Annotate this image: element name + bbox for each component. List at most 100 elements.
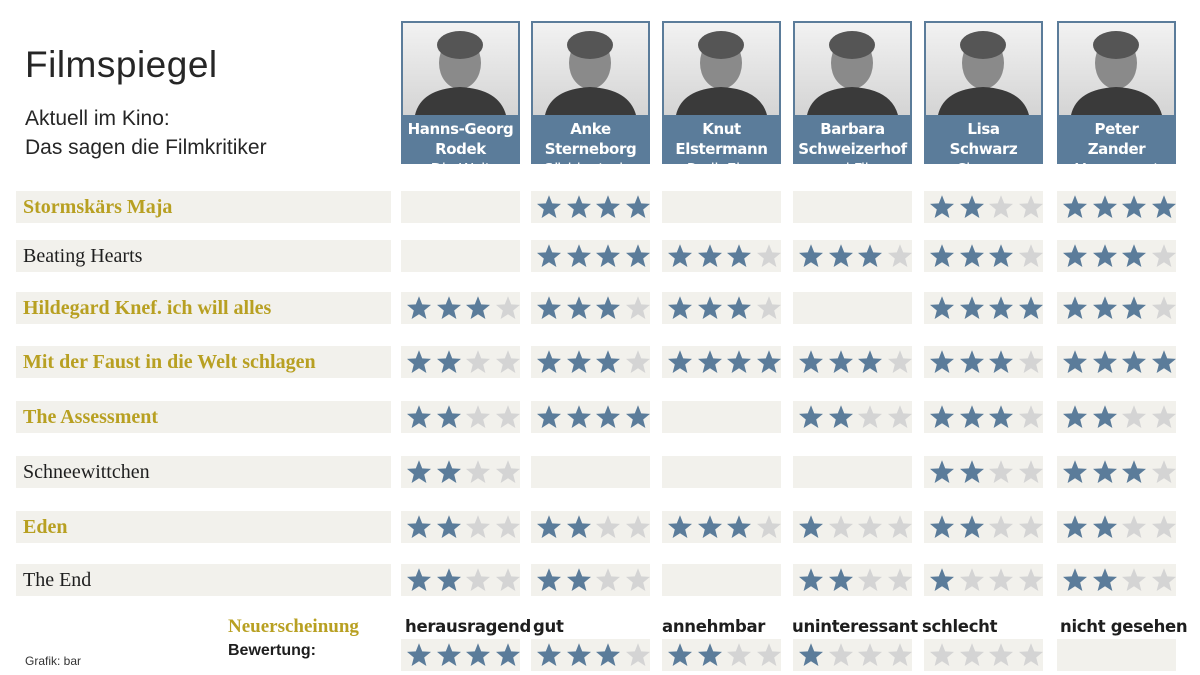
star-filled-icon: [928, 348, 956, 376]
star-rating: [928, 458, 1046, 486]
rating-cell: [924, 456, 1043, 488]
critic-name-block: Knut Elstermann RadioEins: [662, 119, 781, 179]
star-filled-icon: [958, 193, 986, 221]
star-filled-icon: [725, 242, 753, 270]
star-filled-icon: [1061, 242, 1089, 270]
star-rating: [405, 641, 523, 669]
star-rating: [405, 294, 523, 322]
star-filled-icon: [535, 641, 563, 669]
rating-cell: [1057, 456, 1176, 488]
star-rating: [1061, 348, 1179, 376]
legend-scale-label: schlecht: [922, 617, 998, 636]
critic-outlet: RadioEins: [686, 160, 757, 178]
star-empty-icon: [755, 513, 783, 541]
star-filled-icon: [435, 641, 463, 669]
star-rating: [928, 193, 1046, 221]
star-rating: [797, 348, 915, 376]
critic-last-name: Rodek: [435, 140, 486, 158]
star-rating: [797, 641, 915, 669]
star-filled-icon: [797, 403, 825, 431]
star-filled-icon: [987, 403, 1015, 431]
star-rating: [535, 242, 653, 270]
star-filled-icon: [797, 641, 825, 669]
star-filled-icon: [535, 566, 563, 594]
star-filled-icon: [1091, 193, 1119, 221]
critic-last-name: Schwarz: [949, 140, 1018, 158]
star-filled-icon: [535, 242, 563, 270]
star-empty-icon: [755, 641, 783, 669]
star-empty-icon: [1017, 348, 1045, 376]
rating-cell: [793, 346, 912, 378]
star-empty-icon: [1150, 242, 1178, 270]
star-filled-icon: [565, 193, 593, 221]
critic-name-block: Lisa Schwarz Cinema: [924, 119, 1043, 179]
star-filled-icon: [1061, 193, 1089, 221]
critic-header: Lisa Schwarz Cinema: [924, 21, 1043, 178]
star-filled-icon: [1061, 458, 1089, 486]
star-filled-icon: [535, 348, 563, 376]
star-rating: [1061, 403, 1179, 431]
star-empty-icon: [1120, 566, 1148, 594]
star-filled-icon: [565, 403, 593, 431]
critic-first-name: Anke: [570, 120, 611, 138]
star-empty-icon: [1017, 403, 1045, 431]
critic-photo: [533, 23, 648, 115]
subtitle-line-2: Das sagen die Filmkritiker: [25, 136, 267, 159]
star-filled-icon: [696, 513, 724, 541]
star-empty-icon: [886, 513, 914, 541]
rating-cell: [1057, 346, 1176, 378]
critic-first-name: Peter: [1094, 120, 1139, 138]
star-empty-icon: [856, 641, 884, 669]
star-empty-icon: [464, 348, 492, 376]
star-filled-icon: [1061, 403, 1089, 431]
star-filled-icon: [797, 348, 825, 376]
rating-cell: [401, 456, 520, 488]
legend-scale-cell: [793, 639, 912, 671]
star-filled-icon: [827, 348, 855, 376]
star-filled-icon: [797, 242, 825, 270]
legend-new-release-label: Neuerscheinung: [228, 616, 359, 637]
rating-cell-empty: [662, 564, 781, 596]
star-filled-icon: [435, 458, 463, 486]
rating-cell: [531, 240, 650, 272]
star-empty-icon: [886, 403, 914, 431]
rating-cell: [924, 401, 1043, 433]
star-rating: [535, 403, 653, 431]
star-filled-icon: [535, 403, 563, 431]
star-empty-icon: [1120, 403, 1148, 431]
critic-photo: [926, 23, 1041, 115]
star-filled-icon: [565, 513, 593, 541]
star-filled-icon: [856, 242, 884, 270]
star-filled-icon: [797, 566, 825, 594]
star-filled-icon: [1091, 566, 1119, 594]
star-empty-icon: [886, 566, 914, 594]
star-filled-icon: [594, 641, 622, 669]
star-rating: [1061, 242, 1179, 270]
critic-last-name: Elstermann: [675, 140, 768, 158]
star-filled-icon: [928, 193, 956, 221]
rating-cell: [1057, 292, 1176, 324]
critic-header: Barbara Schweizerhof epd Film: [793, 21, 912, 178]
critic-first-name: Lisa: [967, 120, 1000, 138]
star-rating: [928, 566, 1046, 594]
star-filled-icon: [666, 294, 694, 322]
star-filled-icon: [1120, 348, 1148, 376]
critic-photo: [403, 23, 518, 115]
star-empty-icon: [856, 513, 884, 541]
rating-cell-empty: [793, 456, 912, 488]
star-filled-icon: [696, 348, 724, 376]
rating-cell: [1057, 564, 1176, 596]
star-filled-icon: [696, 641, 724, 669]
film-title: Beating Hearts: [16, 240, 391, 272]
rating-cell: [662, 292, 781, 324]
star-filled-icon: [594, 403, 622, 431]
star-filled-icon: [666, 513, 694, 541]
star-rating: [535, 641, 653, 669]
star-rating: [405, 403, 523, 431]
rating-cell: [924, 564, 1043, 596]
rating-cell: [531, 511, 650, 543]
rating-cell: [531, 292, 650, 324]
critic-photo: [1059, 23, 1174, 115]
subtitle-line-1: Aktuell im Kino:: [25, 107, 170, 130]
star-rating: [405, 348, 523, 376]
